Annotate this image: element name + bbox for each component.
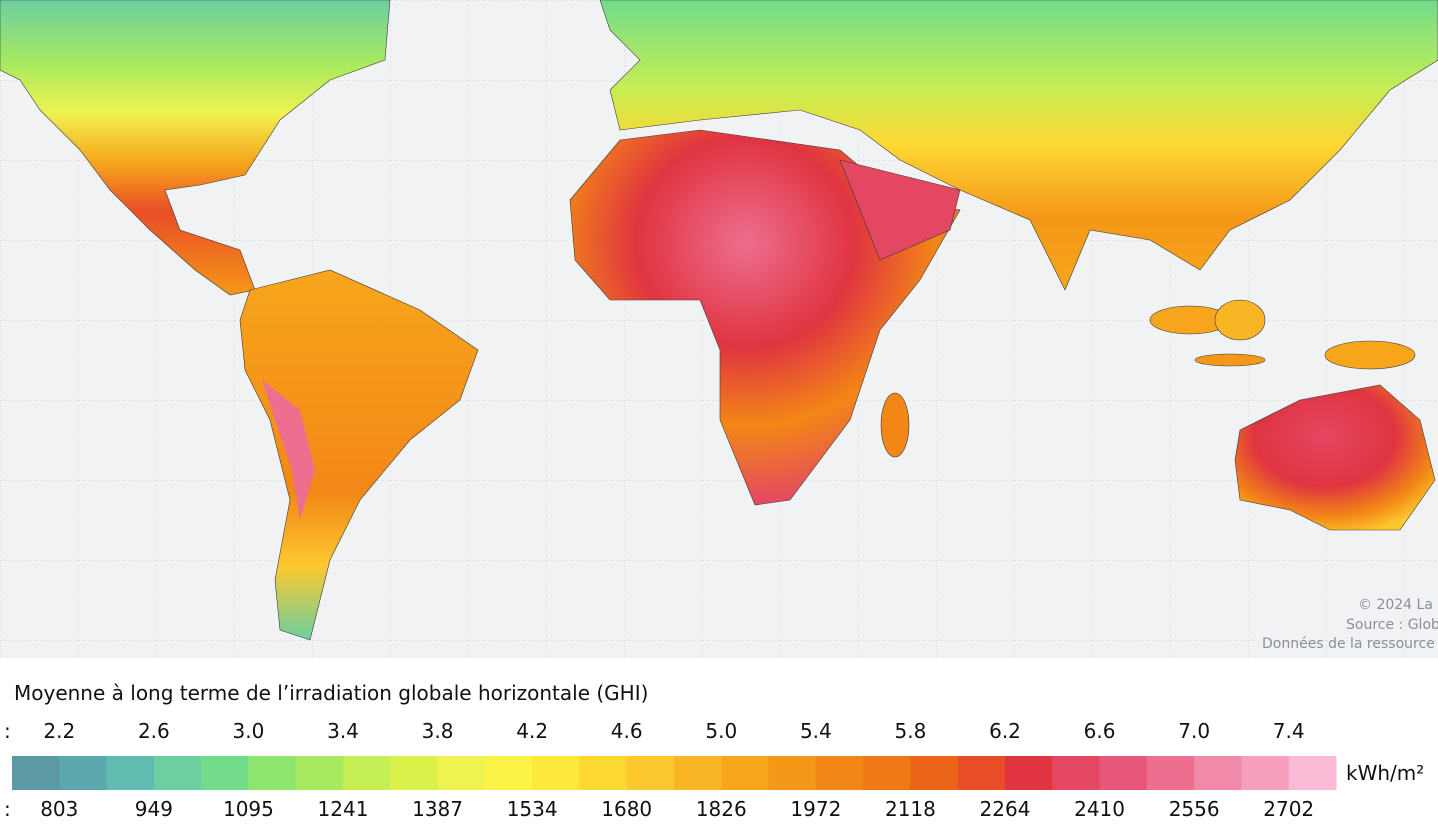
island [1324, 340, 1416, 370]
color-swatch [626, 756, 675, 790]
bottom-label: 949 [135, 797, 173, 821]
top-label: 6.2 [989, 719, 1021, 743]
color-swatch [815, 756, 864, 790]
color-swatch [863, 756, 911, 790]
bottom-label: 2264 [980, 797, 1031, 821]
south-america [239, 269, 479, 641]
color-swatch [484, 756, 533, 790]
color-swatch [295, 756, 344, 790]
legend-title: Moyenne à long terme de l’irradiation gl… [14, 681, 648, 705]
color-swatch [343, 756, 391, 790]
color-swatch [910, 756, 959, 790]
credits: © 2024 La Source : Glob Données de la ress… [1262, 597, 1438, 652]
color-swatch [957, 756, 1006, 790]
island [1214, 299, 1266, 341]
color-swatch [768, 756, 817, 790]
color-swatch [248, 756, 297, 790]
color-swatch [1194, 756, 1242, 790]
bottom-label: 1241 [318, 797, 369, 821]
bottom-label: 1534 [507, 797, 558, 821]
color-scale: 2.2 803 2.6 949 3.0 1095 3.4 1241 3.8 1387 4.2 1534… [12, 719, 1337, 821]
color-swatch [106, 756, 155, 790]
bottom-label: 2118 [885, 797, 936, 821]
bottom-label: 1826 [696, 797, 747, 821]
color-swatch [1288, 756, 1337, 790]
top-label: 3.8 [422, 719, 454, 743]
color-swatch [1241, 756, 1290, 790]
color-swatch [12, 756, 60, 790]
color-swatch [390, 756, 439, 790]
color-swatch [1005, 756, 1053, 790]
continents [0, 0, 1438, 641]
top-label: 3.4 [327, 719, 359, 743]
eurasia [599, 0, 1438, 291]
color-swatch [1146, 756, 1195, 790]
bottom-label: 1095 [223, 797, 274, 821]
bottom-label: 1387 [412, 797, 463, 821]
top-label: 7.4 [1273, 719, 1305, 743]
bottom-label: 803 [40, 797, 78, 821]
north-america [0, 0, 391, 296]
top-label: 2.6 [138, 719, 170, 743]
africa [569, 129, 961, 506]
color-swatch [1052, 756, 1101, 790]
color-swatch [532, 756, 580, 790]
color-swatch [437, 756, 486, 790]
top-label: 5.8 [895, 719, 927, 743]
top-label: 5.0 [705, 719, 737, 743]
credit-line: Source : Glob [1346, 617, 1438, 633]
top-label: 4.2 [516, 719, 548, 743]
top-label: 6.6 [1084, 719, 1116, 743]
bottom-label: 2410 [1074, 797, 1125, 821]
prefix: : [4, 719, 11, 743]
top-label: 7.0 [1178, 719, 1210, 743]
credit-line: © 2024 La [1358, 597, 1433, 613]
island [1194, 353, 1266, 367]
madagascar [880, 392, 910, 458]
top-label: 3.0 [233, 719, 265, 743]
credit-line: Données de la ressource [1262, 636, 1435, 652]
bottom-label: 1680 [601, 797, 652, 821]
bottom-label: 1972 [790, 797, 841, 821]
bottom-label: 2556 [1169, 797, 1220, 821]
top-label: 2.2 [43, 719, 75, 743]
top-label: 4.6 [611, 719, 643, 743]
australia [1234, 384, 1436, 531]
color-swatch [1099, 756, 1148, 790]
top-label: 5.4 [800, 719, 832, 743]
andes [262, 380, 315, 520]
prefix: : [4, 797, 11, 821]
arabia [839, 159, 961, 261]
color-swatch [579, 756, 628, 790]
legend-unit: kWh/m² [1346, 761, 1424, 785]
color-swatch [201, 756, 249, 790]
bottom-label: 2702 [1263, 797, 1314, 821]
color-swatch [153, 756, 202, 790]
legend-panel [0, 658, 1438, 840]
color-swatch [674, 756, 722, 790]
color-swatch [59, 756, 108, 790]
color-swatch [721, 756, 770, 790]
